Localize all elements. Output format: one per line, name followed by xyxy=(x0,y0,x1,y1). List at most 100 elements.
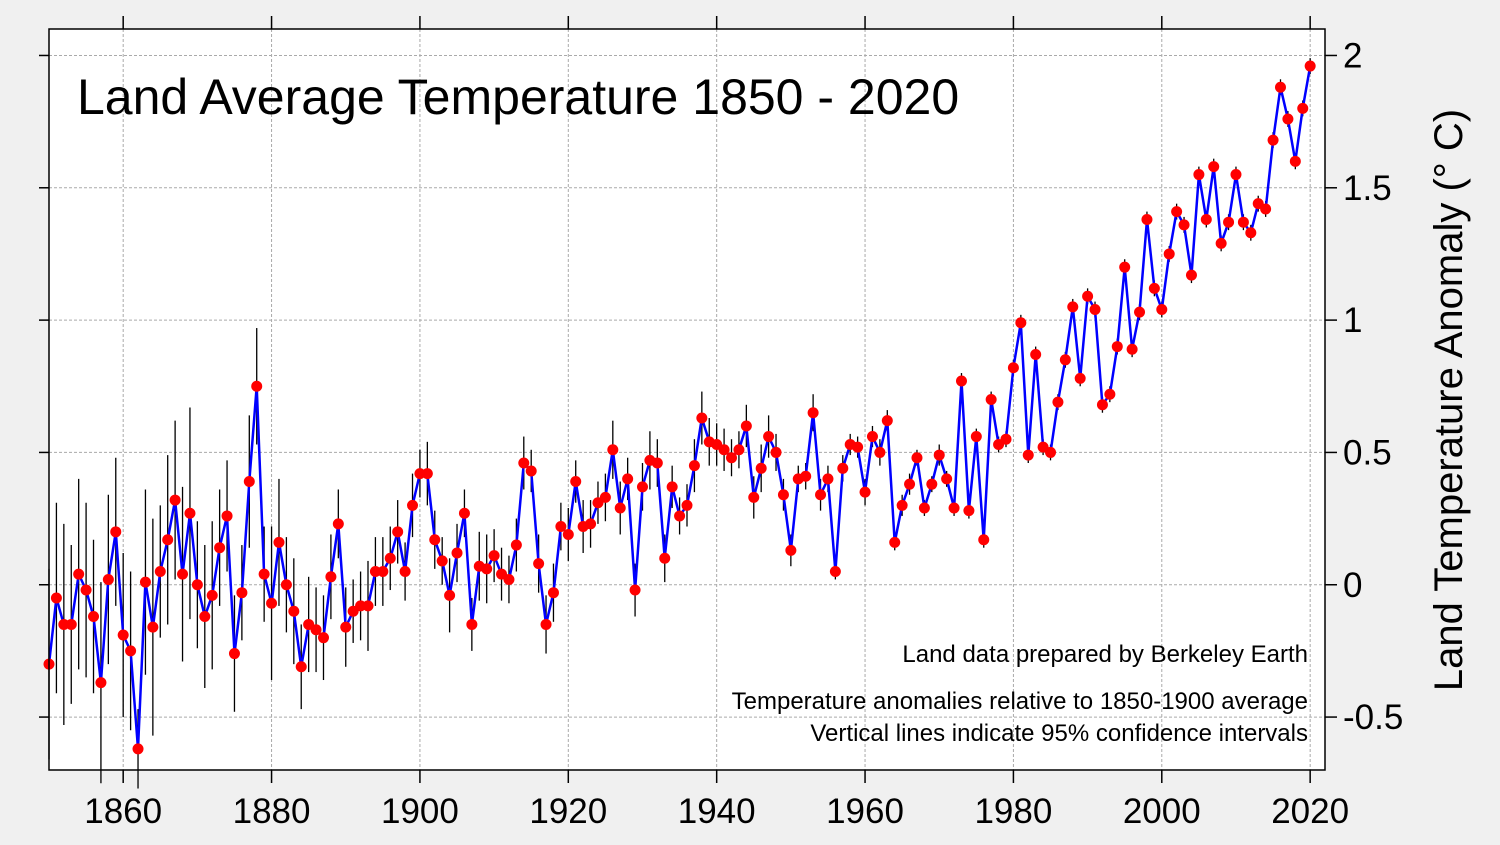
data-point xyxy=(859,486,871,498)
data-point xyxy=(340,621,352,633)
data-point xyxy=(392,526,404,538)
data-point xyxy=(629,584,641,596)
data-point xyxy=(622,473,634,485)
data-point xyxy=(941,473,953,485)
y-tick-labels: -0.5 0 0.5 1 1.5 2 xyxy=(1343,36,1403,737)
data-point xyxy=(332,518,344,530)
data-point xyxy=(963,505,975,517)
data-point xyxy=(1297,102,1309,114)
data-point xyxy=(295,661,307,673)
data-point xyxy=(889,536,901,548)
data-point xyxy=(1193,169,1205,181)
data-point xyxy=(688,460,700,472)
data-point xyxy=(243,476,255,488)
data-point xyxy=(985,394,997,405)
data-point xyxy=(837,462,849,474)
data-point xyxy=(800,470,812,482)
data-point xyxy=(117,629,129,641)
data-point xyxy=(139,576,151,588)
data-point xyxy=(199,611,211,623)
y-tick-label: 0.5 xyxy=(1343,433,1392,472)
data-point xyxy=(228,648,240,660)
data-point xyxy=(258,568,270,580)
data-point xyxy=(1126,343,1138,355)
data-point xyxy=(815,489,827,501)
y-axis-label: Land Temperature Anomaly (° C) xyxy=(1427,109,1471,691)
data-point xyxy=(926,478,938,490)
x-tick-label: 1980 xyxy=(974,792,1052,831)
data-point xyxy=(948,502,960,514)
data-point xyxy=(1074,372,1086,384)
grid-lines xyxy=(49,29,1325,770)
data-point xyxy=(770,446,782,458)
data-point xyxy=(1089,304,1101,316)
y-tick-label: 1.5 xyxy=(1343,169,1392,208)
data-point xyxy=(696,412,708,424)
data-point xyxy=(1185,269,1197,281)
data-point xyxy=(540,618,552,630)
data-point xyxy=(599,491,611,503)
data-point xyxy=(95,677,107,689)
data-point xyxy=(1045,446,1057,458)
data-point xyxy=(429,534,441,546)
data-point xyxy=(273,536,285,548)
axis-ticks xyxy=(39,16,1337,783)
annotation-source: Land data prepared by Berkeley Earth xyxy=(902,641,1308,668)
data-point xyxy=(829,566,841,578)
x-tick-label: 2020 xyxy=(1271,792,1349,831)
data-point xyxy=(1052,396,1064,408)
data-point xyxy=(1022,449,1034,461)
data-point xyxy=(525,465,537,477)
data-point xyxy=(911,452,923,464)
data-point xyxy=(317,632,329,644)
data-point xyxy=(533,558,545,570)
data-point xyxy=(955,375,967,387)
data-point xyxy=(206,589,218,601)
data-point xyxy=(362,600,374,612)
x-tick-label: 1960 xyxy=(826,792,904,831)
data-point xyxy=(748,491,760,503)
data-point xyxy=(147,621,159,633)
data-point xyxy=(154,566,166,578)
data-point xyxy=(1163,248,1175,260)
data-point xyxy=(1007,362,1019,374)
annotation-baseline: Temperature anomalies relative to 1850-1… xyxy=(732,688,1308,715)
data-point xyxy=(1274,81,1286,93)
x-tick-label: 1920 xyxy=(529,792,607,831)
data-point xyxy=(1282,113,1294,125)
data-point xyxy=(785,544,797,556)
data-point xyxy=(1171,206,1183,218)
data-point xyxy=(1148,282,1160,294)
plot-area xyxy=(49,29,1325,770)
data-point xyxy=(1230,169,1242,181)
data-point xyxy=(132,743,144,755)
data-point xyxy=(763,431,775,443)
data-point xyxy=(125,645,137,657)
data-point xyxy=(1134,306,1146,318)
data-point xyxy=(73,568,85,580)
data-point xyxy=(666,481,678,493)
data-point xyxy=(510,539,522,551)
data-point xyxy=(1289,155,1301,167)
x-tick-label: 1860 xyxy=(84,792,162,831)
data-point xyxy=(585,518,597,530)
data-point xyxy=(733,444,745,456)
data-point xyxy=(681,499,693,511)
data-point xyxy=(1104,388,1116,400)
data-point xyxy=(1067,301,1079,313)
data-point xyxy=(718,444,730,456)
data-point xyxy=(288,605,300,617)
data-point xyxy=(65,618,77,630)
data-point xyxy=(1000,433,1012,445)
data-point xyxy=(1178,219,1190,231)
data-point xyxy=(807,407,819,419)
data-point xyxy=(177,568,189,580)
data-point xyxy=(214,542,226,554)
data-point xyxy=(1304,60,1316,72)
data-point xyxy=(740,420,752,432)
data-point xyxy=(1223,216,1235,228)
data-point xyxy=(466,618,478,630)
data-point xyxy=(1119,261,1131,273)
y-tick-label: 1 xyxy=(1343,301,1362,340)
data-point xyxy=(562,528,574,540)
